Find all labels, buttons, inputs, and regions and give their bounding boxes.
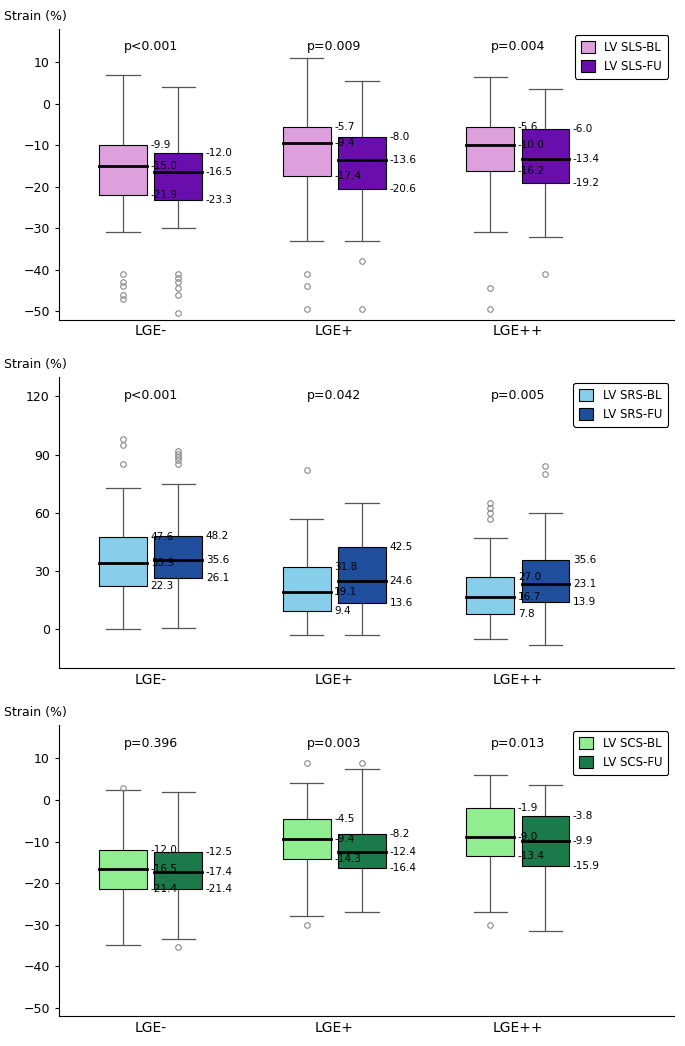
- Text: -12.0: -12.0: [151, 845, 177, 855]
- Bar: [521, 816, 569, 866]
- Text: -12.4: -12.4: [389, 846, 416, 857]
- Text: 47.6: 47.6: [151, 531, 174, 542]
- Text: -16.2: -16.2: [518, 166, 545, 176]
- Text: Strain (%): Strain (%): [3, 358, 66, 371]
- Text: -5.6: -5.6: [518, 122, 538, 132]
- Text: -20.6: -20.6: [389, 184, 416, 195]
- Text: 31.8: 31.8: [334, 563, 358, 572]
- Text: p<0.001: p<0.001: [123, 41, 178, 53]
- Bar: [283, 567, 331, 611]
- Bar: [283, 128, 331, 176]
- Text: 42.5: 42.5: [389, 542, 412, 551]
- Text: -9.9: -9.9: [151, 140, 171, 150]
- Text: 48.2: 48.2: [206, 530, 229, 541]
- Bar: [154, 154, 202, 201]
- Text: Strain (%): Strain (%): [3, 706, 66, 720]
- Text: 13.9: 13.9: [573, 597, 596, 607]
- Text: -16.4: -16.4: [389, 863, 416, 873]
- Text: -10.0: -10.0: [518, 140, 545, 151]
- Text: Strain (%): Strain (%): [3, 10, 66, 23]
- Text: 16.7: 16.7: [518, 592, 541, 601]
- Bar: [154, 536, 202, 578]
- Text: p=0.396: p=0.396: [123, 736, 177, 750]
- Text: -16.5: -16.5: [206, 167, 233, 177]
- Text: p=0.004: p=0.004: [490, 41, 545, 53]
- Text: -1.9: -1.9: [518, 803, 538, 813]
- Bar: [99, 144, 147, 195]
- Text: -17.4: -17.4: [334, 170, 361, 181]
- Text: p=0.042: p=0.042: [307, 389, 362, 402]
- Text: 22.3: 22.3: [151, 581, 174, 591]
- Text: p=0.003: p=0.003: [307, 736, 362, 750]
- Text: -12.5: -12.5: [206, 847, 233, 857]
- Text: -15.9: -15.9: [573, 861, 600, 871]
- Bar: [99, 537, 147, 586]
- Text: p=0.013: p=0.013: [490, 736, 545, 750]
- Text: 9.4: 9.4: [334, 606, 351, 616]
- Text: p=0.005: p=0.005: [490, 389, 545, 402]
- Legend: LV SRS-BL, LV SRS-FU: LV SRS-BL, LV SRS-FU: [573, 383, 668, 427]
- Text: -5.7: -5.7: [334, 122, 355, 132]
- Bar: [154, 851, 202, 889]
- Text: -19.2: -19.2: [573, 179, 600, 188]
- Text: -17.4: -17.4: [206, 867, 233, 878]
- Legend: LV SLS-BL, LV SLS-FU: LV SLS-BL, LV SLS-FU: [575, 35, 668, 78]
- Bar: [338, 137, 386, 189]
- Text: 19.1: 19.1: [334, 587, 358, 597]
- Bar: [283, 819, 331, 860]
- Text: -12.0: -12.0: [206, 149, 233, 158]
- Text: -13.4: -13.4: [518, 850, 545, 861]
- Text: 13.6: 13.6: [389, 597, 412, 608]
- Text: -9.0: -9.0: [518, 833, 538, 842]
- Bar: [466, 127, 514, 170]
- Text: -13.4: -13.4: [573, 154, 600, 164]
- Legend: LV SCS-BL, LV SCS-FU: LV SCS-BL, LV SCS-FU: [573, 731, 668, 775]
- Text: 24.6: 24.6: [389, 576, 412, 587]
- Text: 35.6: 35.6: [206, 555, 229, 565]
- Text: 7.8: 7.8: [518, 609, 534, 619]
- Text: -15.0: -15.0: [151, 161, 177, 170]
- Text: -4.5: -4.5: [334, 814, 355, 823]
- Bar: [99, 849, 147, 889]
- Text: -23.3: -23.3: [206, 196, 233, 205]
- Text: -3.8: -3.8: [573, 811, 593, 821]
- Text: -9.4: -9.4: [334, 138, 355, 147]
- Text: -21.4: -21.4: [151, 884, 177, 894]
- Text: 27.0: 27.0: [518, 572, 541, 582]
- Text: 33.9: 33.9: [151, 559, 174, 568]
- Text: p=0.009: p=0.009: [307, 41, 362, 53]
- Text: 26.1: 26.1: [206, 573, 229, 584]
- Text: 23.1: 23.1: [573, 579, 596, 589]
- Bar: [521, 129, 569, 183]
- Text: -8.2: -8.2: [389, 829, 410, 839]
- Bar: [338, 547, 386, 602]
- Text: -9.4: -9.4: [334, 834, 355, 844]
- Bar: [466, 808, 514, 856]
- Text: -21.9: -21.9: [151, 189, 177, 200]
- Text: -21.4: -21.4: [206, 884, 233, 894]
- Text: p<0.001: p<0.001: [123, 389, 178, 402]
- Text: -13.6: -13.6: [389, 155, 416, 165]
- Text: -8.0: -8.0: [389, 132, 410, 142]
- Text: -6.0: -6.0: [573, 123, 593, 134]
- Text: -9.9: -9.9: [573, 836, 593, 846]
- Bar: [521, 560, 569, 602]
- Text: -14.3: -14.3: [334, 855, 361, 864]
- Text: 35.6: 35.6: [573, 555, 596, 565]
- Bar: [338, 834, 386, 868]
- Bar: [466, 576, 514, 614]
- Text: -16.5: -16.5: [151, 864, 177, 873]
